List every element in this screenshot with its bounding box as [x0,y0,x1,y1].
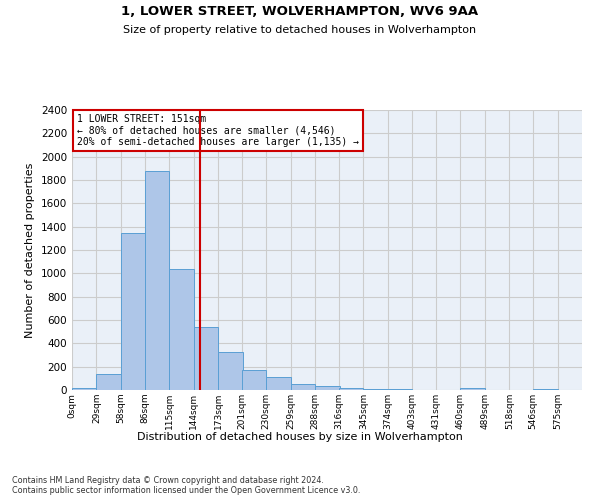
Text: 1 LOWER STREET: 151sqm
← 80% of detached houses are smaller (4,546)
20% of semi-: 1 LOWER STREET: 151sqm ← 80% of detached… [77,114,359,148]
Bar [97,374,121,390]
Bar [121,232,145,390]
Bar [533,389,557,390]
Text: Distribution of detached houses by size in Wolverhampton: Distribution of detached houses by size … [137,432,463,442]
Bar [290,384,315,390]
Text: 1, LOWER STREET, WOLVERHAMPTON, WV6 9AA: 1, LOWER STREET, WOLVERHAMPTON, WV6 9AA [121,5,479,18]
Text: Contains HM Land Registry data © Crown copyright and database right 2024.
Contai: Contains HM Land Registry data © Crown c… [12,476,361,495]
Y-axis label: Number of detached properties: Number of detached properties [25,162,35,338]
Bar [315,386,340,390]
Bar [218,352,242,390]
Bar [266,377,290,390]
Bar [194,327,218,390]
Bar [339,388,364,390]
Bar [72,388,97,390]
Bar [364,389,388,390]
Bar [169,269,194,390]
Bar [242,370,266,390]
Bar [145,170,169,390]
Text: Size of property relative to detached houses in Wolverhampton: Size of property relative to detached ho… [124,25,476,35]
Bar [460,388,485,390]
